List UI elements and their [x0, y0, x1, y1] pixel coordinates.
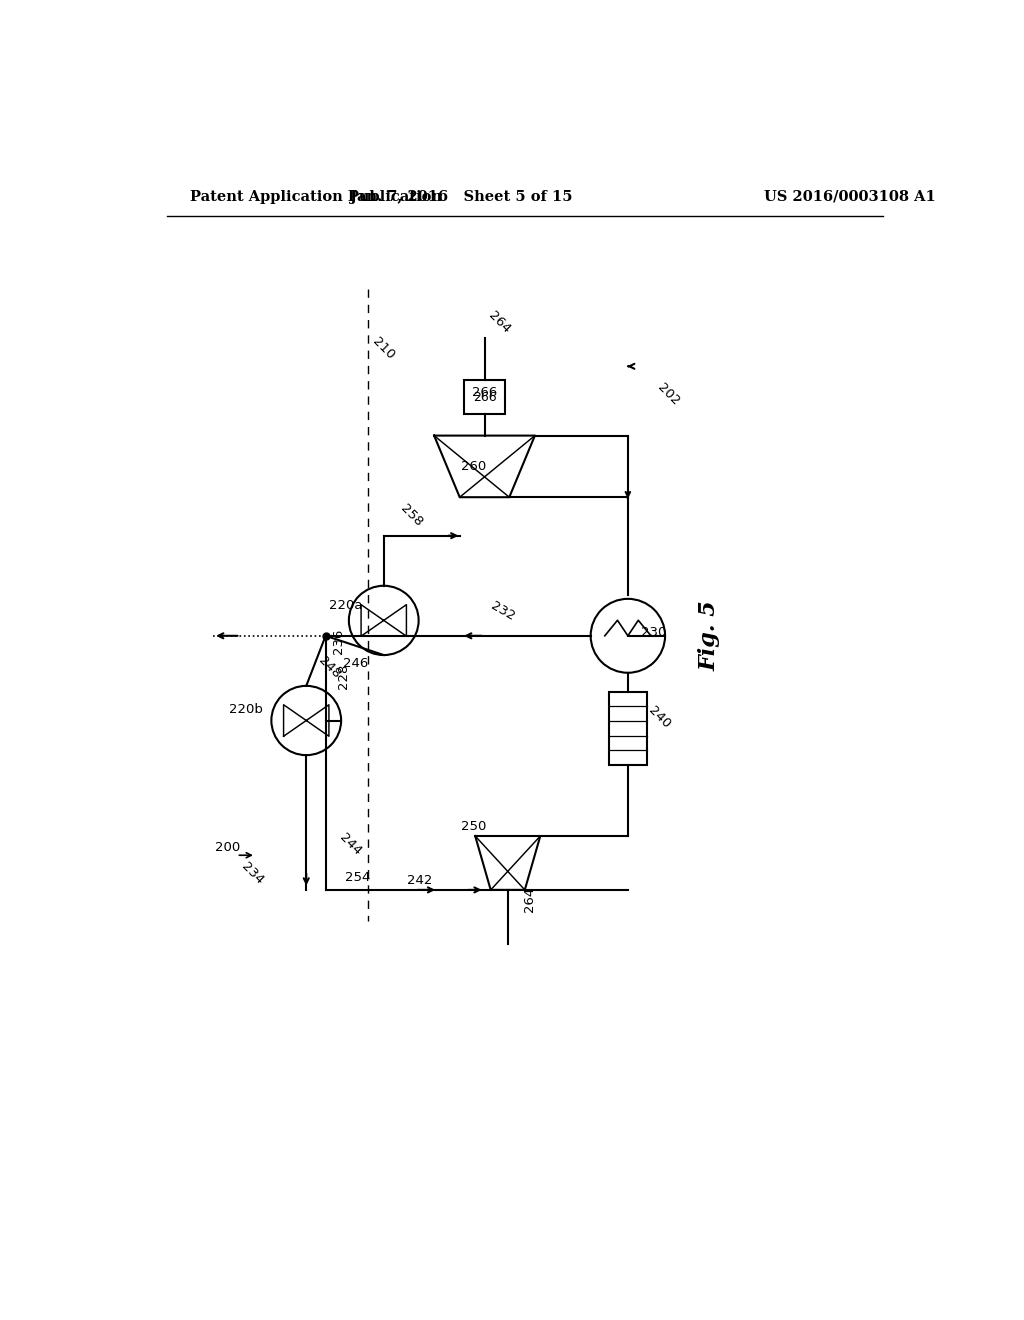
Text: 200: 200 — [215, 841, 240, 854]
Text: 230: 230 — [641, 626, 667, 639]
Text: US 2016/0003108 A1: US 2016/0003108 A1 — [764, 190, 935, 203]
Text: 242: 242 — [407, 874, 432, 887]
Text: Fig. 5: Fig. 5 — [698, 601, 720, 671]
Text: 232: 232 — [488, 599, 517, 623]
Text: 210: 210 — [370, 334, 397, 362]
Text: 220a: 220a — [330, 599, 362, 612]
Text: 260: 260 — [461, 461, 486, 474]
Text: 202: 202 — [655, 380, 682, 408]
Text: 240: 240 — [646, 704, 673, 731]
Text: 220b: 220b — [228, 702, 262, 715]
Text: 250: 250 — [461, 820, 486, 833]
Text: 244: 244 — [337, 832, 365, 858]
Text: 264: 264 — [523, 887, 537, 912]
Text: 254: 254 — [345, 871, 371, 883]
Text: Jan. 7, 2016   Sheet 5 of 15: Jan. 7, 2016 Sheet 5 of 15 — [350, 190, 572, 203]
Bar — [608, 692, 647, 764]
Text: 236: 236 — [332, 628, 345, 655]
Bar — [464, 380, 505, 414]
Text: 234: 234 — [239, 859, 266, 887]
Text: 258: 258 — [397, 503, 425, 529]
Text: Patent Application Publication: Patent Application Publication — [190, 190, 442, 203]
Text: 264: 264 — [486, 309, 513, 337]
Text: 246: 246 — [343, 656, 368, 669]
Text: 266: 266 — [472, 385, 498, 399]
Text: 248: 248 — [316, 655, 343, 681]
Text: 228: 228 — [337, 664, 350, 689]
Text: 266: 266 — [473, 391, 497, 404]
